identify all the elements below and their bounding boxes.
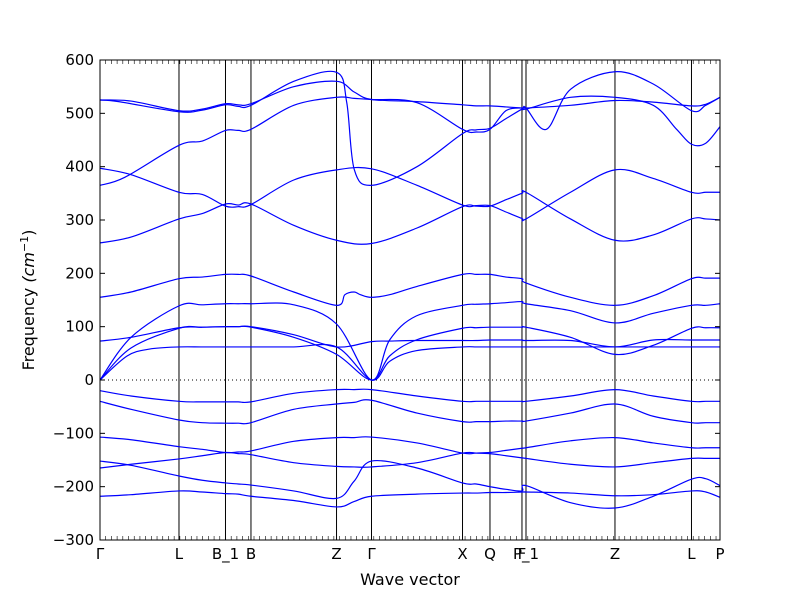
y-tick-label: 100	[65, 318, 94, 336]
y-axis-label: Frequency (cm−1)	[18, 230, 38, 371]
band-line-8	[99, 325, 720, 348]
x-tick-label: Z	[610, 545, 620, 563]
band-line-11	[99, 189, 721, 245]
y-tick-label: −100	[53, 424, 94, 442]
x-tick-label: X	[457, 545, 467, 563]
y-tick-label: −300	[53, 531, 94, 549]
plot-frame	[99, 59, 721, 541]
y-tick-label: 200	[65, 264, 94, 282]
x-tick-label: Γ	[367, 545, 376, 563]
high-symmetry-lines	[178, 60, 692, 540]
band-line-13	[99, 95, 721, 186]
band-line-4	[99, 399, 720, 425]
x-tick-label: P_1	[513, 545, 539, 564]
y-tick-label: 600	[65, 51, 94, 69]
y-axis-unit-exp: −1	[18, 236, 31, 252]
x-tick-label: B	[246, 545, 256, 563]
band-line-12	[99, 166, 720, 222]
y-tick-label: 500	[65, 104, 94, 122]
band-line-0	[99, 490, 721, 508]
y-tick-label: −200	[53, 478, 94, 496]
x-tick-label: F	[518, 545, 527, 563]
x-tick-label: B_1	[212, 545, 239, 564]
y-axis-ticks: 600 500 400 300 200 100 0 −100 −200 −300	[53, 51, 720, 549]
y-axis-unit: (cm	[19, 252, 38, 283]
x-axis-label: Wave vector	[360, 570, 460, 589]
x-tick-label: P	[715, 545, 724, 563]
band-line-3	[99, 436, 720, 455]
band-line-10	[99, 272, 721, 306]
y-axis-label-text: Frequency	[19, 288, 38, 371]
x-tick-label: Z	[331, 545, 341, 563]
band-line-14	[99, 70, 721, 186]
band-line-15	[99, 80, 721, 112]
band-line-9	[99, 300, 721, 381]
band-line-5	[99, 388, 720, 404]
x-tick-label: Q	[484, 545, 496, 563]
x-tick-label: Γ	[96, 545, 105, 563]
y-tick-label: 0	[84, 371, 94, 389]
y-tick-label: 400	[65, 158, 94, 176]
x-axis-ticks: Γ L B_1 B Z Γ X Q FP_1 Z L P	[96, 60, 725, 564]
band-line-1	[99, 459, 721, 509]
x-tick-label: L	[175, 545, 184, 563]
series-group	[99, 70, 721, 509]
y-tick-label: 300	[65, 211, 94, 229]
x-tick-label: L	[687, 545, 696, 563]
y-axis-unit-close: )	[19, 230, 38, 236]
